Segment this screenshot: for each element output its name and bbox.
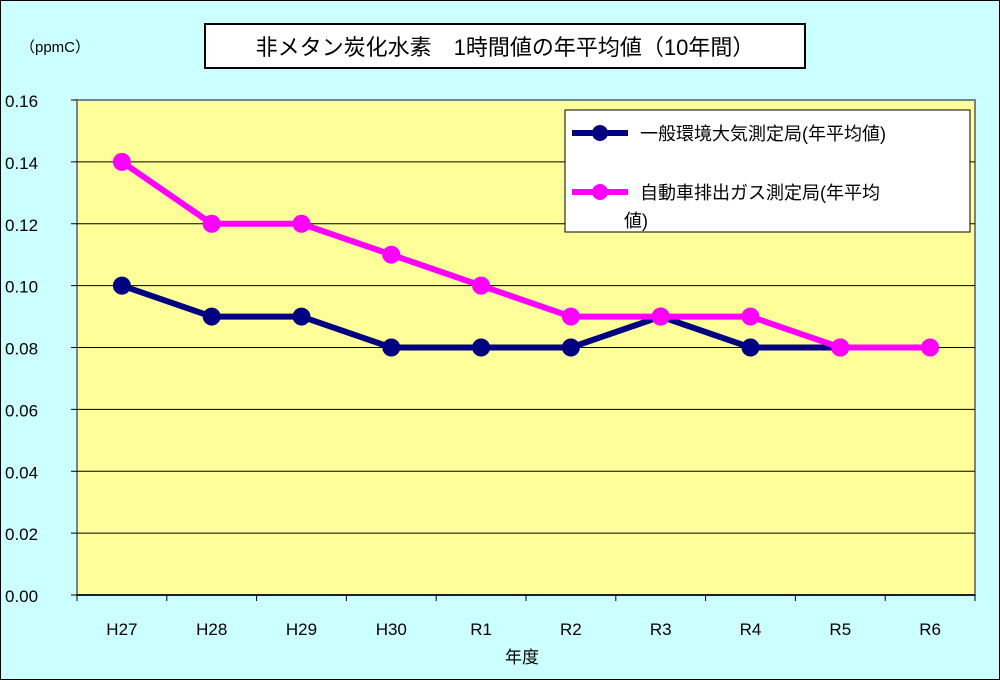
series-line-1 [120,159,931,351]
x-tick-label: H30 [376,620,407,639]
legend-label-wrap: 値) [624,211,648,231]
data-point-1 [561,307,580,326]
x-axis-label: 年度 [505,648,539,667]
data-point-0 [561,338,580,357]
legend-label: 自動車排出ガス測定局(年平均 [640,183,880,203]
legend-swatch-marker [592,184,608,200]
x-tick-label: R2 [560,620,582,639]
legend [564,109,971,233]
x-tick-label: R4 [740,620,762,639]
data-point-1 [382,245,401,264]
data-point-0 [112,276,131,295]
data-point-0 [202,307,221,326]
y-tick-label: 0.04 [5,463,38,482]
y-tick-label: 0.12 [5,216,38,235]
data-point-0 [741,338,760,357]
y-tick-label: 0.16 [5,92,38,111]
y-tick-label: 0.06 [5,401,38,420]
x-tick-label: H29 [286,620,317,639]
x-tick-label: H27 [106,620,137,639]
legend-swatch-marker [592,125,608,141]
x-tick-label: R6 [919,620,941,639]
data-point-0 [472,338,491,357]
x-tick-label: R5 [829,620,851,639]
data-point-1 [651,307,670,326]
y-axis-unit: （ppmC） [20,39,90,56]
y-tick-label: 0.00 [5,587,38,606]
x-tick-label: R1 [470,620,492,639]
data-point-1 [202,214,221,233]
y-tick-label: 0.08 [5,340,38,359]
chart-title: 非メタン炭化水素 1時間値の年平均値（10年間） [256,35,755,60]
title-box [204,23,806,69]
x-tick-label: R3 [650,620,672,639]
data-point-1 [921,338,940,357]
data-point-0 [382,338,401,357]
data-point-1 [831,338,850,357]
data-point-1 [472,276,491,295]
y-tick-label: 0.02 [5,525,38,544]
data-point-1 [741,307,760,326]
data-point-1 [292,214,311,233]
data-point-1 [112,152,131,171]
y-tick-label: 0.14 [5,154,38,173]
legend-label: 一般環境大気測定局(年平均値) [640,124,886,144]
y-tick-label: 0.10 [5,278,38,297]
data-point-0 [292,307,311,326]
x-tick-label: H28 [196,620,227,639]
